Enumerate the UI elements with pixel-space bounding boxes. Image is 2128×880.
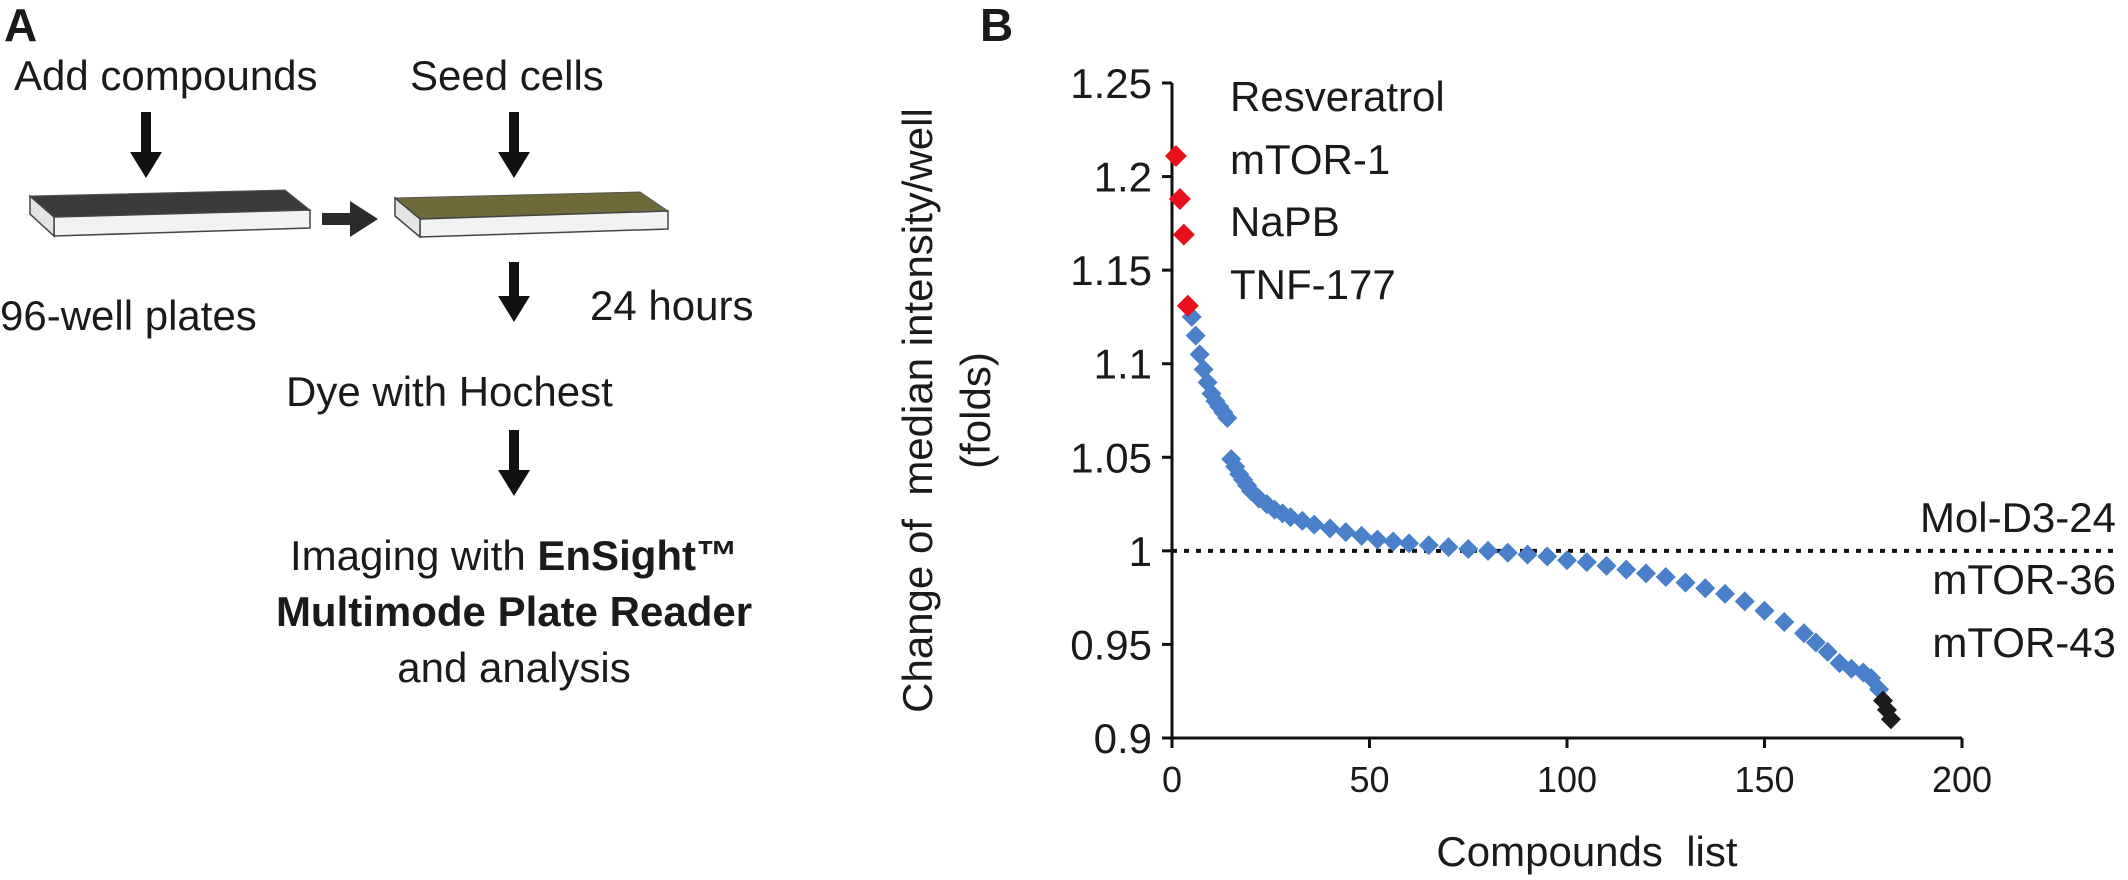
data-point [1636,563,1656,584]
x-tick-label: 200 [1932,759,1992,800]
x-tick-label: 100 [1537,759,1597,800]
workflow-diagram [28,112,670,496]
down-arrow-icon [130,112,162,178]
data-point [1185,325,1206,346]
data-point [1264,499,1285,520]
annotation-top: Resveratrol [1230,73,1445,120]
y-tick-label: 0.9 [1094,715,1152,762]
annotation-bottom: mTOR-43 [1932,619,2116,666]
data-point [1335,522,1356,543]
data-point [1754,600,1775,621]
plate-96-well-icon [28,189,312,238]
data-point [1478,540,1498,561]
imaging-prefix: Imaging with [289,532,538,579]
data-point [1734,591,1755,612]
plate-seeded-icon [393,191,670,239]
annotation-top: TNF-177 [1230,261,1396,308]
imaging-line-3: and analysis [397,644,631,691]
data-point [1616,559,1637,580]
x-tick-label: 50 [1349,759,1389,800]
y-tick-label: 1.1 [1094,341,1152,388]
y-axis-label-line-1: Change of median intensity/well [894,108,941,713]
data-point-highlight [1164,144,1187,167]
data-point [1367,529,1388,550]
incubation-time-label: 24 hours [590,282,754,329]
data-point [1817,641,1838,662]
data-point [1399,533,1419,554]
data-point [1351,525,1372,546]
down-arrow-icon [498,262,530,322]
data-point [1675,572,1696,593]
panel-letter-b: B [980,0,1014,51]
y-tick-label: 1 [1129,528,1152,575]
x-tick-label: 0 [1162,759,1182,800]
y-tick-label: 1.25 [1070,60,1152,107]
annotation-top: mTOR-1 [1230,136,1390,183]
data-point [1805,632,1826,653]
imaging-line-2: Multimode Plate Reader [275,588,753,635]
data-point [1189,344,1210,365]
annotation-top: NaPB [1230,198,1340,245]
data-point-highlight [1176,294,1199,317]
data-point [1557,550,1577,571]
plate-label: 96-well plates [0,292,257,339]
data-point [1537,546,1558,567]
data-point [1304,514,1325,535]
data-point [1774,611,1795,632]
y-tick-label: 1.15 [1070,247,1152,294]
step-seed-cells-label: Seed cells [410,52,604,99]
y-tick-label: 0.95 [1070,621,1152,668]
y-tick-label: 1.05 [1070,434,1152,481]
data-point [1438,537,1459,558]
y-axis-label-line-2: (folds) [952,352,999,469]
data-point [1715,583,1735,604]
data-point [1655,567,1676,588]
right-arrow-icon [322,201,378,237]
annotation-bottom: mTOR-36 [1932,556,2116,603]
x-tick-label: 150 [1734,759,1794,800]
imaging-line-1: Imaging with EnSight™ [190,532,838,580]
x-axis-label: Compounds list [1436,828,1737,875]
data-point [1596,555,1617,576]
data-point [1517,544,1538,565]
data-point [1576,552,1597,573]
data-point [1695,578,1716,599]
data-point [1320,518,1340,539]
data-point [1217,407,1238,428]
panel-letter-a: A [4,0,38,51]
down-arrow-icon [498,112,530,178]
data-point [1458,538,1479,559]
data-point-highlight [1172,223,1195,246]
data-point [1418,535,1439,556]
annotation-bottom: Mol-D3-24 [1920,494,2116,541]
step-add-compounds-label: Add compounds [14,52,318,99]
dye-step-label: Dye with Hochest [286,368,613,415]
data-point [1794,623,1814,644]
data-point [1383,531,1404,552]
imaging-instrument: EnSight™ [537,532,739,579]
data-point-low [1880,709,1901,730]
down-arrow-icon [498,430,530,496]
data-point-highlight [1168,188,1191,211]
y-tick-label: 1.2 [1094,154,1152,201]
data-point [1497,542,1518,563]
